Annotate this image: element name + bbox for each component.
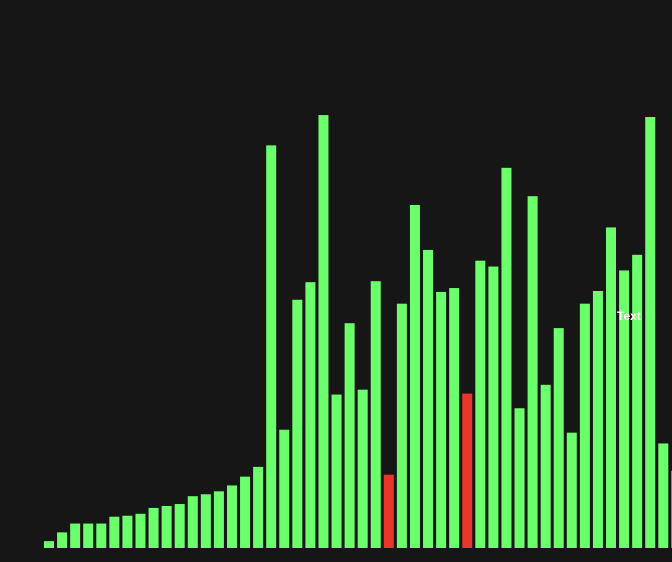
bar xyxy=(592,290,603,548)
bar xyxy=(213,491,224,548)
bar xyxy=(527,196,538,548)
bar xyxy=(109,516,120,548)
bar xyxy=(253,466,264,548)
bar xyxy=(579,303,590,548)
bar xyxy=(357,389,368,548)
bar xyxy=(553,328,564,548)
bar-highlighted xyxy=(462,393,473,548)
bar xyxy=(122,515,133,548)
bar xyxy=(148,507,159,548)
bar xyxy=(606,227,617,548)
bar xyxy=(501,167,512,548)
bar xyxy=(619,270,630,548)
bar xyxy=(57,532,68,548)
bar xyxy=(200,494,211,548)
bar xyxy=(174,504,185,548)
bar xyxy=(449,288,460,548)
bar xyxy=(396,303,407,548)
bar xyxy=(566,432,577,548)
bar xyxy=(44,541,54,548)
bar xyxy=(318,115,329,548)
bar xyxy=(305,282,316,548)
bar-highlighted xyxy=(383,474,394,548)
bar xyxy=(632,254,643,548)
bar xyxy=(370,281,381,548)
bar xyxy=(331,394,342,548)
bar xyxy=(135,513,146,548)
bar xyxy=(266,145,277,549)
bar xyxy=(83,523,94,548)
bar xyxy=(658,443,669,548)
bar xyxy=(226,485,237,548)
bar xyxy=(344,323,355,548)
bar xyxy=(292,299,303,548)
bar xyxy=(187,496,198,548)
bar xyxy=(436,291,447,548)
bar xyxy=(475,260,486,548)
bar xyxy=(70,523,81,548)
bar xyxy=(514,408,525,548)
bar xyxy=(540,384,551,548)
bar xyxy=(645,117,656,549)
bar xyxy=(240,476,251,548)
bar xyxy=(161,505,172,548)
bar xyxy=(96,523,107,548)
bar xyxy=(488,266,499,548)
bar xyxy=(279,429,290,548)
bar xyxy=(409,204,420,549)
chart-annotation-text: Text xyxy=(617,309,641,323)
bars-group xyxy=(44,115,672,549)
bar xyxy=(423,249,434,548)
